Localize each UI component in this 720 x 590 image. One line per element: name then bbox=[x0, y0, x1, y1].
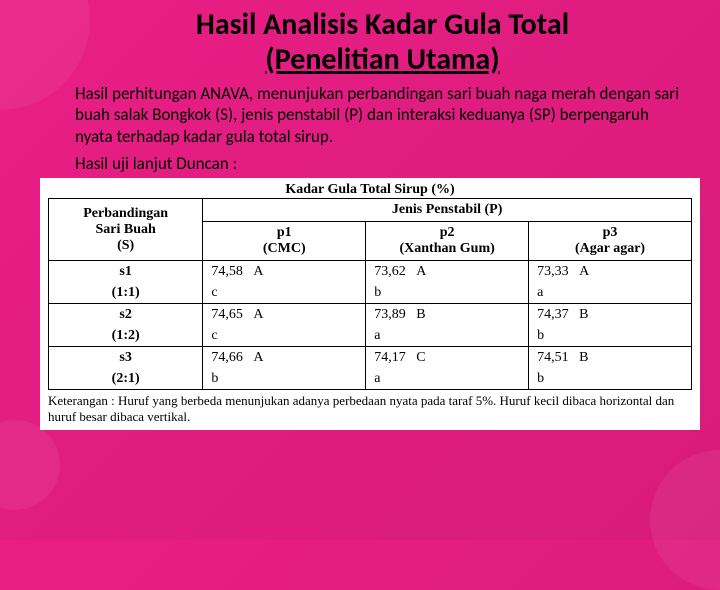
title-line-2: (Penelitian Utama) bbox=[265, 41, 499, 78]
cell-value: 74,58 A bbox=[203, 261, 366, 284]
header-sari-buah: Perbandingan Sari Buah (S) bbox=[49, 199, 203, 261]
decorative-circle bbox=[0, 420, 60, 510]
cell-value: 74,51 B bbox=[529, 347, 692, 370]
cell-value: 74,37 B bbox=[529, 304, 692, 327]
cell-ratio: (1:2) bbox=[49, 326, 203, 347]
cell-letter: a bbox=[529, 283, 692, 304]
body-paragraph-2: Hasil uji lanjut Duncan : bbox=[75, 153, 690, 174]
cell-letter: b bbox=[529, 326, 692, 347]
table-row: (1:2) c a b bbox=[49, 326, 692, 347]
cell-letter: b bbox=[529, 369, 692, 390]
table-row: s2 74,65 A 73,89 B 74,37 B bbox=[49, 304, 692, 327]
cell-s: s2 bbox=[49, 304, 203, 327]
table-row: (1:1) c b a bbox=[49, 283, 692, 304]
table-row: (2:1) b a b bbox=[49, 369, 692, 390]
table-caption: Keterangan : Huruf yang berbeda menunjuk… bbox=[48, 393, 692, 424]
cell-letter: c bbox=[203, 283, 366, 304]
header-p3: p3 (Agar agar) bbox=[529, 222, 692, 261]
cell-letter: c bbox=[203, 326, 366, 347]
cell-letter: a bbox=[366, 326, 529, 347]
cell-value: 73,62 A bbox=[366, 261, 529, 284]
table-container: Kadar Gula Total Sirup (%) Perbandingan … bbox=[40, 178, 700, 430]
table-row: s3 74,66 A 74,17 C 74,51 B bbox=[49, 347, 692, 370]
slide-title: Hasil Analisis Kadar Gula Total (Penelit… bbox=[75, 8, 690, 77]
cell-value: 73,89 B bbox=[366, 304, 529, 327]
cell-s: s3 bbox=[49, 347, 203, 370]
cell-letter: a bbox=[366, 369, 529, 390]
header-p1: p1 (CMC) bbox=[203, 222, 366, 261]
title-line-1: Hasil Analisis Kadar Gula Total bbox=[196, 6, 569, 43]
cell-value: 73,33 A bbox=[529, 261, 692, 284]
cell-value: 74,17 C bbox=[366, 347, 529, 370]
cell-letter: b bbox=[366, 283, 529, 304]
data-table: Perbandingan Sari Buah (S) Jenis Penstab… bbox=[48, 198, 692, 390]
header-p2: p2 (Xanthan Gum) bbox=[366, 222, 529, 261]
table-body: s1 74,58 A 73,62 A 73,33 A (1:1) c b a s… bbox=[49, 261, 692, 390]
table-row: s1 74,58 A 73,62 A 73,33 A bbox=[49, 261, 692, 284]
decorative-circle bbox=[650, 450, 720, 590]
cell-ratio: (2:1) bbox=[49, 369, 203, 390]
cell-value: 74,66 A bbox=[203, 347, 366, 370]
slide-content: Hasil Analisis Kadar Gula Total (Penelit… bbox=[0, 0, 720, 430]
cell-value: 74,65 A bbox=[203, 304, 366, 327]
table-title: Kadar Gula Total Sirup (%) bbox=[48, 182, 692, 198]
header-penstabil: Jenis Penstabil (P) bbox=[203, 199, 692, 222]
cell-s: s1 bbox=[49, 261, 203, 284]
cell-letter: b bbox=[203, 369, 366, 390]
cell-ratio: (1:1) bbox=[49, 283, 203, 304]
body-paragraph-1: Hasil perhitungan ANAVA, menunjukan perb… bbox=[75, 83, 690, 147]
